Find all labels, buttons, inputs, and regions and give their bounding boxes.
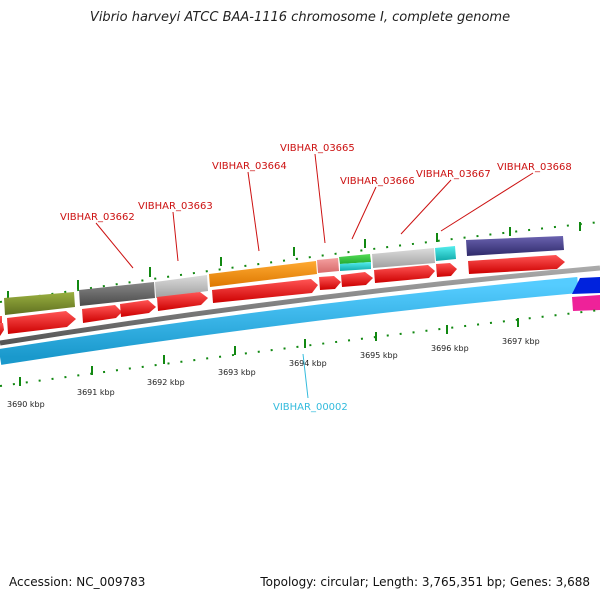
- accession-text: Accession: NC_009783: [9, 575, 146, 589]
- gene-label: VIBHAR_03666: [340, 176, 415, 187]
- cog-block: [339, 254, 371, 264]
- ruler-label: 3695 kbp: [360, 351, 398, 360]
- gene-label: VIBHAR_03665: [280, 143, 355, 154]
- ruler-label: 3691 kbp: [77, 388, 115, 397]
- ruler-labels: 3690 kbp 3691 kbp 3692 kbp 3693 kbp 3694…: [7, 337, 540, 409]
- feature-arrow-blue: [572, 277, 600, 294]
- feature-label: VIBHAR_00002: [273, 402, 348, 413]
- feature-block-magenta: [572, 295, 600, 311]
- gene-labels: VIBHAR_03662 VIBHAR_03663 VIBHAR_03664 V…: [60, 143, 572, 223]
- inner-tick-ring: [0, 309, 600, 387]
- ruler-label: 3692 kbp: [147, 378, 185, 387]
- cog-block: [155, 275, 208, 298]
- cds-arrow: [341, 272, 373, 287]
- cog-track: [0, 236, 564, 331]
- gene-label: VIBHAR_03668: [497, 162, 572, 173]
- cds-arrow: [374, 265, 435, 283]
- cds-arrow: [319, 276, 341, 290]
- cog-block: [209, 261, 317, 287]
- gene-label: VIBHAR_03667: [416, 169, 491, 180]
- ruler-label: 3697 kbp: [502, 337, 540, 346]
- cds-arrow: [82, 305, 122, 323]
- gene-label: VIBHAR_03664: [212, 161, 287, 172]
- cds-arrow: [7, 311, 76, 334]
- cog-block: [466, 236, 564, 256]
- cds-track: [0, 255, 565, 336]
- ruler-label: 3696 kbp: [431, 344, 469, 353]
- backbone-line: [0, 265, 600, 346]
- cog-block: [4, 292, 75, 315]
- ruler-label: 3693 kbp: [218, 368, 256, 377]
- feature-band: [0, 277, 579, 365]
- cds-arrow: [0, 323, 4, 336]
- cds-arrow: [157, 292, 208, 311]
- cog-block: [79, 282, 155, 306]
- gene-label: VIBHAR_03662: [60, 212, 135, 223]
- cds-arrow: [212, 279, 318, 303]
- cog-block: [317, 258, 339, 273]
- cog-block: [372, 248, 435, 268]
- ruler-label: 3690 kbp: [7, 400, 45, 409]
- cds-arrow: [468, 255, 565, 274]
- outer-tick-ring: [0, 221, 600, 303]
- topology-text: Topology: circular; Length: 3,765,351 bp…: [260, 575, 590, 589]
- cog-block: [435, 246, 456, 261]
- map-title: Vibrio harveyi ATCC BAA-1116 chromosome …: [89, 10, 511, 25]
- cds-arrow: [436, 263, 457, 277]
- cds-arrow: [120, 300, 156, 317]
- feature-leader: [302, 353, 309, 399]
- ruler-label: 3694 kbp: [289, 359, 327, 368]
- cog-block: [340, 262, 371, 271]
- gene-label: VIBHAR_03663: [138, 201, 213, 212]
- gene-leaders: [95, 153, 534, 269]
